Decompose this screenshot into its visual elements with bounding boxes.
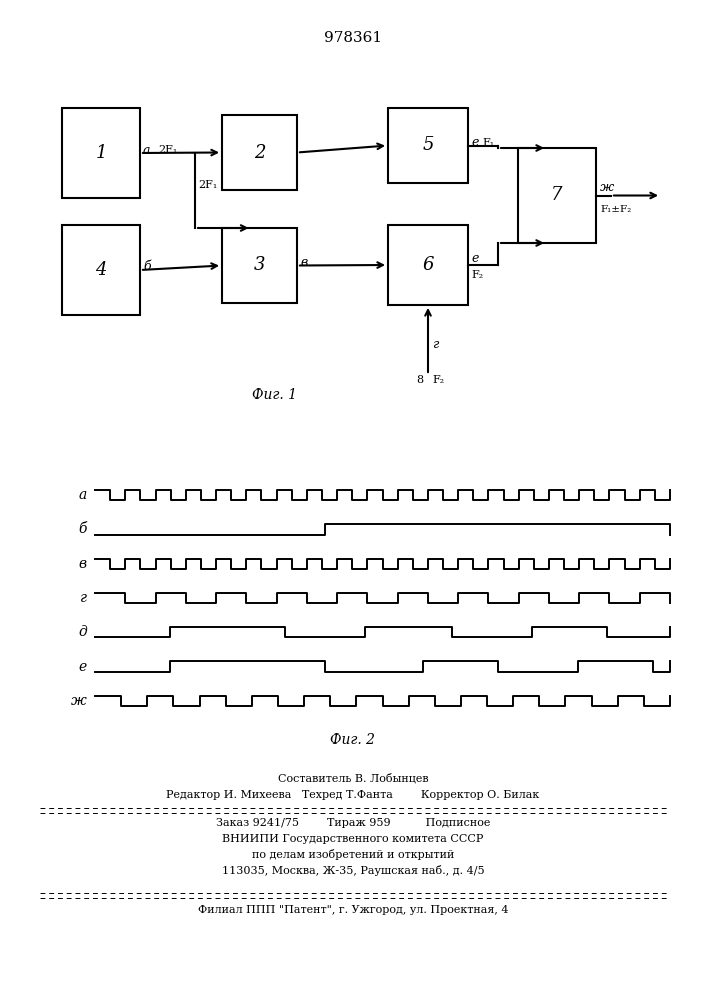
Text: F₂: F₂ [432, 375, 444, 385]
Text: 8: 8 [416, 375, 423, 385]
Text: Составитель В. Лобынцев: Составитель В. Лобынцев [278, 773, 428, 783]
Text: F₁±F₂: F₁±F₂ [600, 205, 631, 214]
Text: 978361: 978361 [324, 31, 382, 45]
Text: а: а [143, 143, 151, 156]
Text: е: е [78, 660, 87, 674]
Text: б: б [143, 260, 151, 273]
Text: б: б [78, 522, 87, 536]
Text: по делам изобретений и открытий: по делам изобретений и открытий [252, 850, 454, 860]
Text: 7: 7 [551, 186, 563, 205]
Text: 2F₁: 2F₁ [158, 145, 177, 155]
Text: е: е [471, 252, 479, 265]
Text: ж: ж [600, 181, 614, 194]
Bar [388, 225, 468, 305]
Text: 6: 6 [422, 256, 434, 274]
Bar [222, 228, 297, 303]
Bar [222, 115, 297, 190]
Text: а: а [78, 488, 87, 502]
Bar [62, 108, 140, 198]
Text: ВНИИПИ Государственного комитета СССР: ВНИИПИ Государственного комитета СССР [222, 834, 484, 844]
Text: ж: ж [71, 694, 87, 708]
Text: в: в [300, 256, 308, 269]
Text: Фиг. 1: Фиг. 1 [252, 388, 298, 402]
Bar [518, 148, 596, 243]
Text: д: д [78, 625, 87, 639]
Text: Фиг. 2: Фиг. 2 [330, 733, 375, 747]
Text: Заказ 9241/75        Тираж 959          Подписное: Заказ 9241/75 Тираж 959 Подписное [216, 818, 490, 828]
Text: 5: 5 [422, 136, 434, 154]
Text: F₁: F₁ [482, 137, 494, 147]
Text: г: г [432, 338, 438, 352]
Text: в: в [79, 557, 87, 571]
Text: 3: 3 [254, 256, 265, 274]
Text: 113035, Москва, Ж-35, Раушская наб., д. 4/5: 113035, Москва, Ж-35, Раушская наб., д. … [222, 865, 484, 876]
Text: 4: 4 [95, 261, 107, 279]
Text: F₂: F₂ [471, 270, 483, 280]
Bar [62, 225, 140, 315]
Text: е: е [471, 136, 479, 149]
Text: г: г [80, 591, 87, 605]
Text: 2F₁: 2F₁ [198, 180, 217, 190]
Bar [388, 108, 468, 183]
Text: 2: 2 [254, 143, 265, 161]
Text: 1: 1 [95, 144, 107, 162]
Text: Редактор И. Михеева   Техред Т.Фанта        Корректор О. Билак: Редактор И. Михеева Техред Т.Фанта Корре… [166, 790, 539, 800]
Text: Филиал ППП "Патент", г. Ужгород, ул. Проектная, 4: Филиал ППП "Патент", г. Ужгород, ул. Про… [198, 905, 508, 915]
